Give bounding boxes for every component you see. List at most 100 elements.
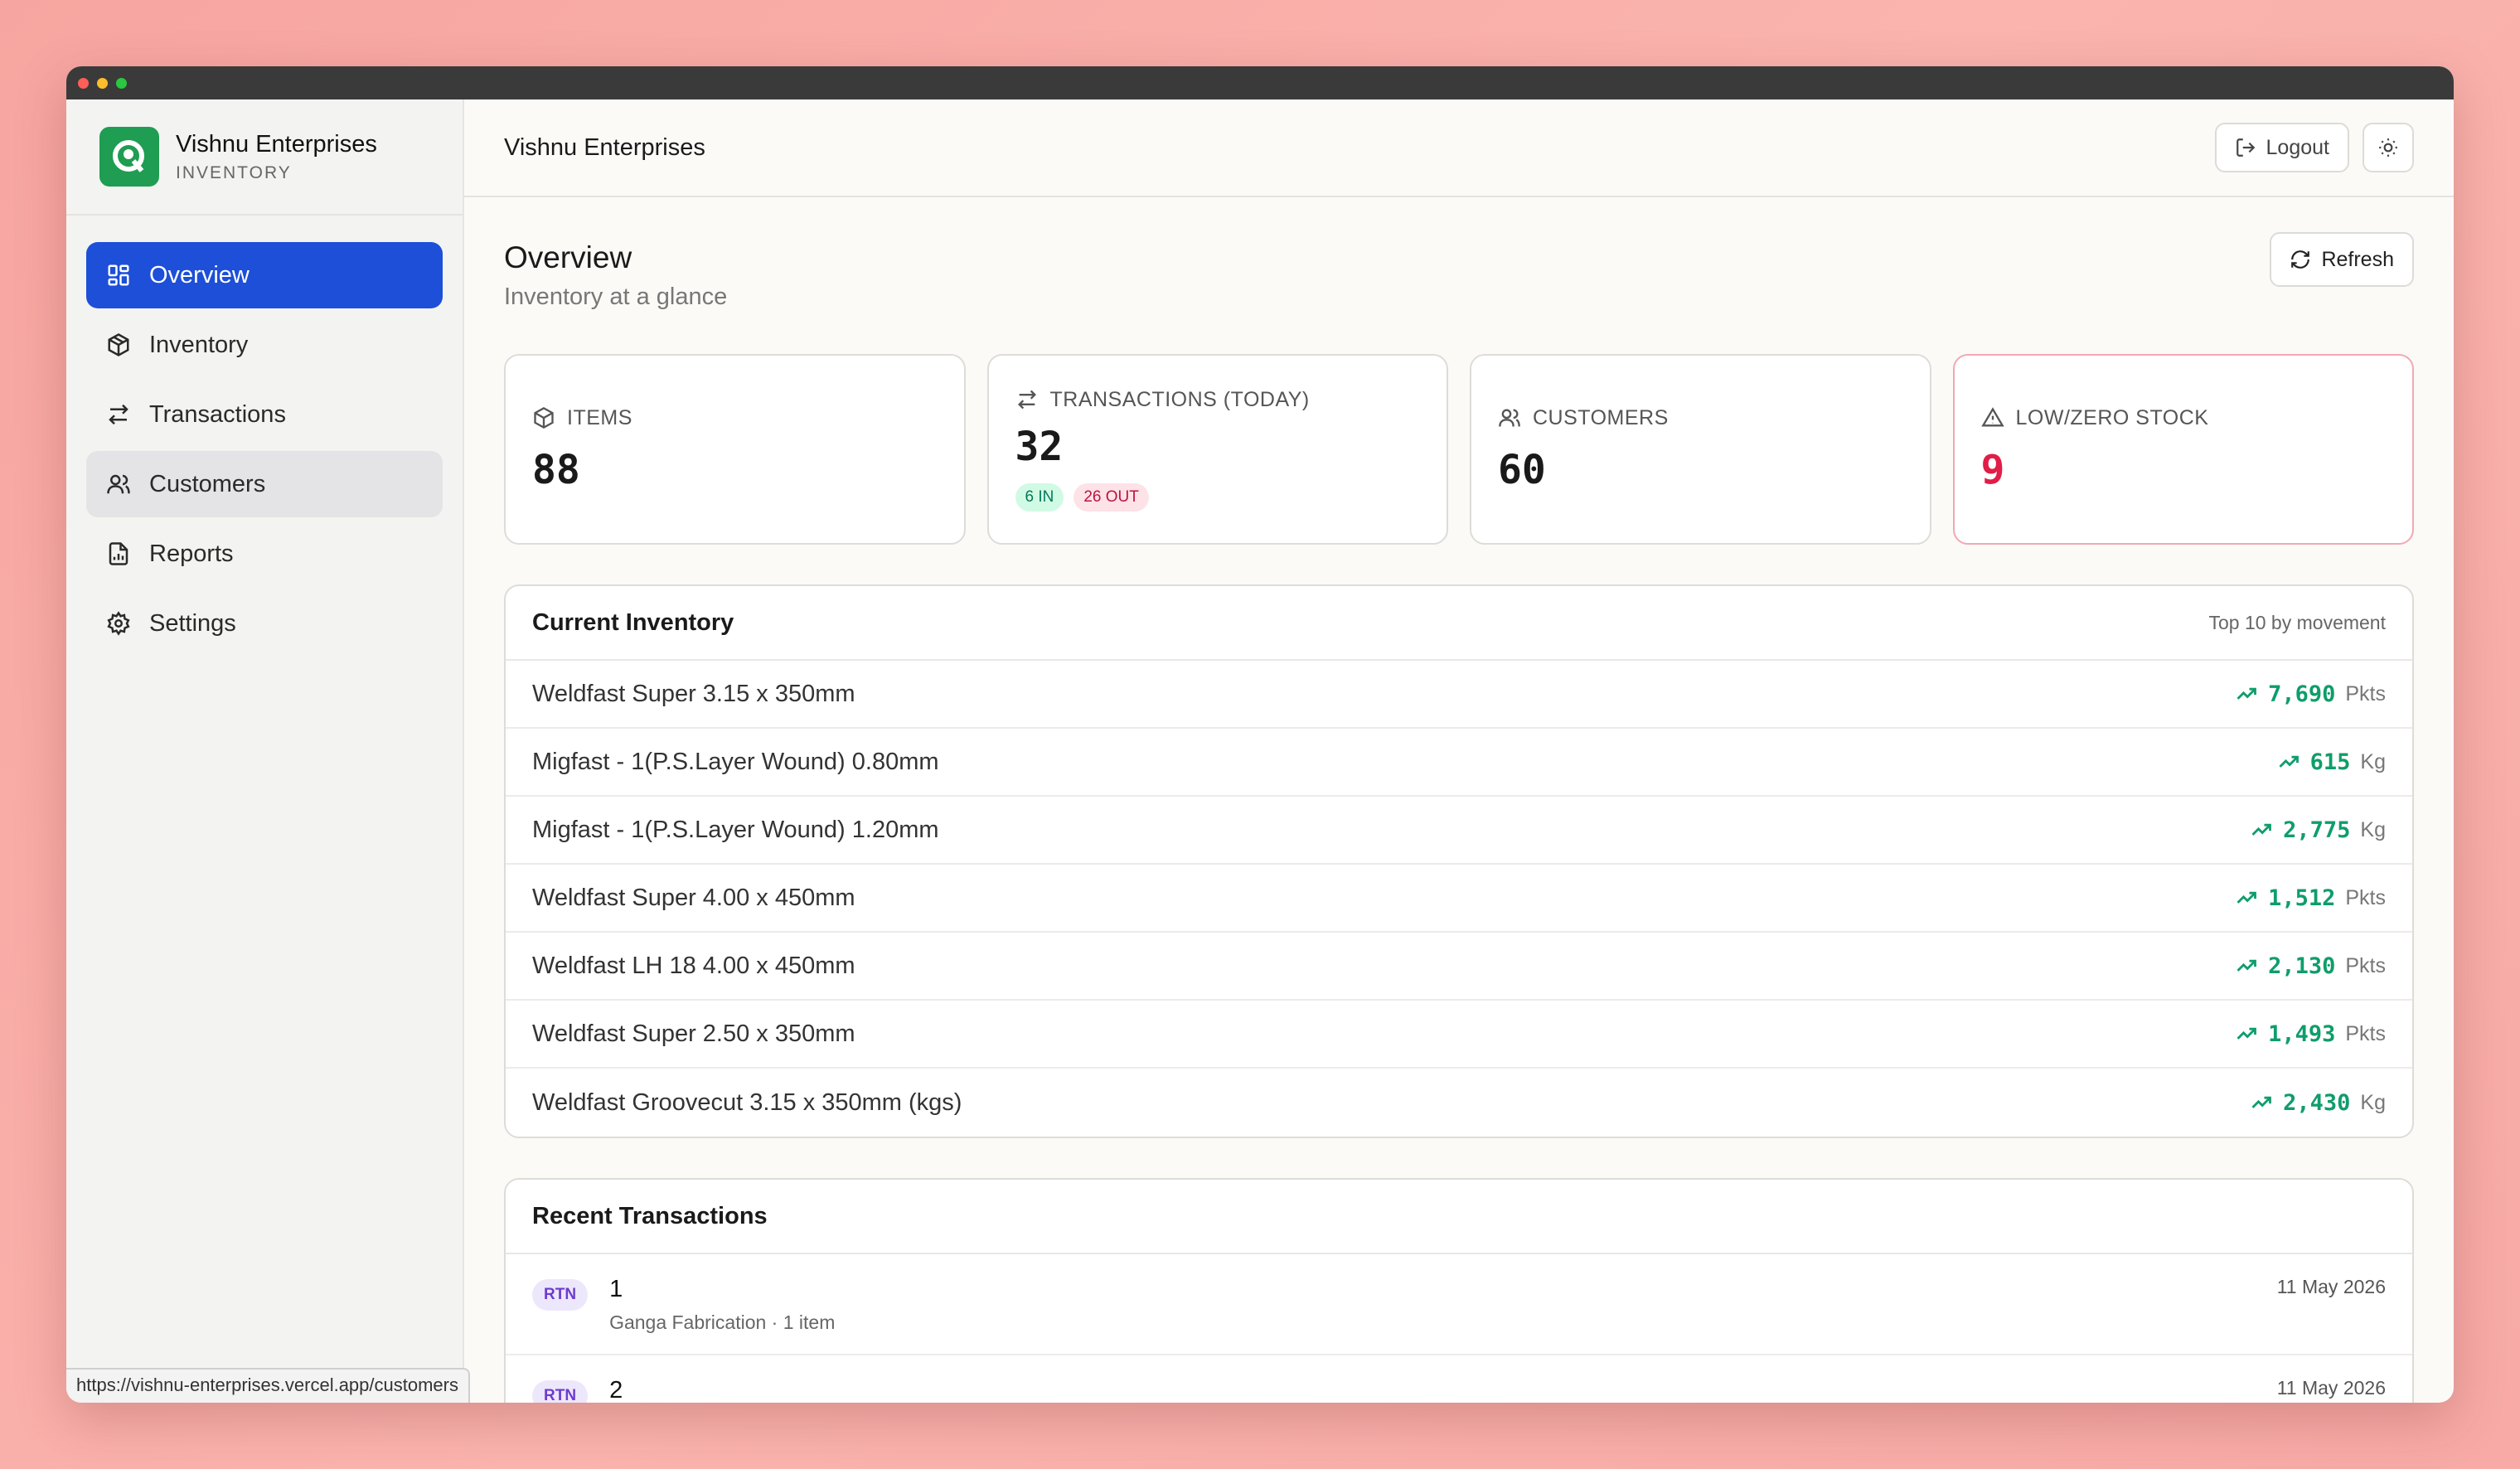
quantity-value: 1,512 xyxy=(2268,885,2336,911)
topbar: Vishnu Enterprises Logout xyxy=(464,99,2454,197)
trending-up-icon xyxy=(2236,891,2256,904)
sidebar-item-label: Reports xyxy=(149,540,234,567)
list-item[interactable]: RTN 2 11 May 2026 xyxy=(506,1355,2412,1403)
refresh-label: Refresh xyxy=(2321,247,2394,271)
logout-button[interactable]: Logout xyxy=(2214,123,2349,172)
table-row[interactable]: Weldfast Super 3.15 x 350mm 7,690 Pkts xyxy=(506,661,2412,729)
sidebar-item-label: Inventory xyxy=(149,331,249,358)
quantity-unit: Pkts xyxy=(2345,681,2386,705)
transaction-type-badge: RTN xyxy=(532,1279,589,1311)
trending-up-icon xyxy=(2236,959,2256,972)
transaction-number: 2 xyxy=(609,1377,623,1403)
theme-toggle-button[interactable] xyxy=(2362,123,2414,172)
warning-icon xyxy=(1980,407,2004,427)
window-titlebar xyxy=(66,66,2454,99)
panel-meta: Top 10 by movement xyxy=(2208,611,2386,633)
quantity-unit: Kg xyxy=(2360,1090,2386,1114)
trending-up-icon xyxy=(2251,823,2272,836)
close-window-button[interactable] xyxy=(78,77,89,89)
transaction-number: 1 xyxy=(609,1276,623,1302)
item-quantity: 1,512 Pkts xyxy=(2235,885,2386,911)
brand-logo-icon xyxy=(99,127,159,187)
item-name: Migfast - 1(P.S.Layer Wound) 1.20mm xyxy=(532,816,939,843)
trending-up-icon xyxy=(2279,755,2299,768)
current-inventory-panel: Current Inventory Top 10 by movement Wel… xyxy=(504,584,2414,1138)
sidebar-item-reports[interactable]: Reports xyxy=(86,521,443,587)
sidebar-item-label: Overview xyxy=(149,261,250,288)
stats-row: ITEMS 88 TRANSACTIONS (TODAY) 32 6 IN 26… xyxy=(504,354,2414,545)
transactions-list: RTN 1 Ganga Fabrication · 1 item 11 May 202… xyxy=(506,1254,2412,1403)
item-name: Weldfast Super 3.15 x 350mm xyxy=(532,680,855,707)
list-item[interactable]: RTN 1 Ganga Fabrication · 1 item 11 May 202… xyxy=(506,1254,2412,1355)
item-name: Weldfast Super 2.50 x 350mm xyxy=(532,1020,855,1047)
users-icon xyxy=(107,474,130,494)
sidebar-item-label: Transactions xyxy=(149,400,286,428)
trending-up-icon xyxy=(2236,1027,2256,1040)
panel-title: Current Inventory xyxy=(532,608,734,636)
stat-label: LOW/ZERO STOCK xyxy=(2015,405,2209,429)
sidebar-item-transactions[interactable]: Transactions xyxy=(86,381,443,448)
quantity-value: 2,775 xyxy=(2283,817,2351,843)
trending-up-icon xyxy=(2251,1096,2272,1108)
overview-content: Overview Inventory at a glance Refresh I… xyxy=(464,197,2454,1403)
inventory-list: Weldfast Super 3.15 x 350mm 7,690 Pkts Migf… xyxy=(506,661,2412,1137)
stat-value: 88 xyxy=(532,446,580,493)
brand[interactable]: Vishnu Enterprises INVENTORY xyxy=(66,99,463,216)
quantity-value: 1,493 xyxy=(2268,1021,2336,1047)
table-row[interactable]: Weldfast LH 18 4.00 x 450mm 2,130 Pkts xyxy=(506,933,2412,1001)
quantity-value: 2,130 xyxy=(2268,953,2336,979)
item-quantity: 2,775 Kg xyxy=(2250,817,2386,843)
sidebar-item-customers[interactable]: Customers xyxy=(86,451,443,517)
brand-name: Vishnu Enterprises xyxy=(176,130,377,158)
item-name: Weldfast LH 18 4.00 x 450mm xyxy=(532,952,855,979)
table-row[interactable]: Weldfast Super 4.00 x 450mm 1,512 Pkts xyxy=(506,865,2412,933)
sidebar-item-label: Customers xyxy=(149,470,266,497)
item-quantity: 2,130 Pkts xyxy=(2235,953,2386,979)
refresh-button[interactable]: Refresh xyxy=(2270,232,2414,287)
stat-card-customers[interactable]: CUSTOMERS 60 xyxy=(1470,354,1931,545)
quantity-value: 7,690 xyxy=(2268,681,2336,707)
item-quantity: 1,493 Pkts xyxy=(2235,1021,2386,1047)
sidebar-item-overview[interactable]: Overview xyxy=(86,242,443,308)
trending-up-icon xyxy=(2236,687,2256,700)
brand-subtitle: INVENTORY xyxy=(176,162,292,182)
quantity-unit: Pkts xyxy=(2345,953,2386,977)
box-icon xyxy=(108,333,129,356)
users-icon xyxy=(1499,409,1520,427)
arrows-icon xyxy=(109,404,128,425)
stat-value: 60 xyxy=(1498,446,1546,493)
sidebar-item-inventory[interactable]: Inventory xyxy=(86,312,443,378)
stat-value: 9 xyxy=(1980,446,2005,493)
item-quantity: 7,690 Pkts xyxy=(2235,681,2386,707)
table-row[interactable]: Weldfast Super 2.50 x 350mm 1,493 Pkts xyxy=(506,1001,2412,1069)
sun-icon xyxy=(2379,138,2397,157)
stat-card-low-stock[interactable]: LOW/ZERO STOCK 9 xyxy=(1952,354,2414,545)
stat-label: CUSTOMERS xyxy=(1533,405,1669,429)
transaction-date: 11 May 2026 xyxy=(2276,1377,2386,1399)
table-row[interactable]: Weldfast Groovecut 3.15 x 350mm (kgs) 2,4… xyxy=(506,1069,2412,1137)
item-name: Migfast - 1(P.S.Layer Wound) 0.80mm xyxy=(532,748,939,775)
quantity-unit: Pkts xyxy=(2345,885,2386,909)
stat-label: ITEMS xyxy=(567,405,632,429)
item-quantity: 615 Kg xyxy=(2277,749,2386,775)
in-count-badge: 6 IN xyxy=(1015,482,1064,511)
recent-transactions-panel: Recent Transactions RTN 1 Ganga Fabricatio… xyxy=(504,1178,2414,1403)
sidebar: Vishnu Enterprises INVENTORY Overview In… xyxy=(66,99,464,1403)
transaction-details: Ganga Fabrication · 1 item xyxy=(609,1311,836,1333)
topbar-title: Vishnu Enterprises xyxy=(504,133,705,161)
transaction-date: 11 May 2026 xyxy=(2276,1276,2386,1297)
table-row[interactable]: Migfast - 1(P.S.Layer Wound) 0.80mm 615 Kg xyxy=(506,729,2412,797)
browser-window: Vishnu Enterprises INVENTORY Overview In… xyxy=(66,66,2454,1403)
stat-card-items[interactable]: ITEMS 88 xyxy=(504,354,966,545)
quantity-value: 2,430 xyxy=(2283,1089,2351,1116)
quantity-value: 615 xyxy=(2309,749,2351,775)
item-quantity: 2,430 Kg xyxy=(2250,1090,2386,1116)
maximize-window-button[interactable] xyxy=(116,77,127,89)
quantity-unit: Pkts xyxy=(2345,1021,2386,1045)
minimize-window-button[interactable] xyxy=(97,77,108,89)
table-row[interactable]: Migfast - 1(P.S.Layer Wound) 1.20mm 2,775… xyxy=(506,797,2412,865)
transaction-type-badge: RTN xyxy=(532,1380,589,1403)
sidebar-item-settings[interactable]: Settings xyxy=(86,590,443,657)
stat-card-transactions[interactable]: TRANSACTIONS (TODAY) 32 6 IN 26 OUT xyxy=(986,354,1448,545)
out-count-badge: 26 OUT xyxy=(1073,482,1149,511)
